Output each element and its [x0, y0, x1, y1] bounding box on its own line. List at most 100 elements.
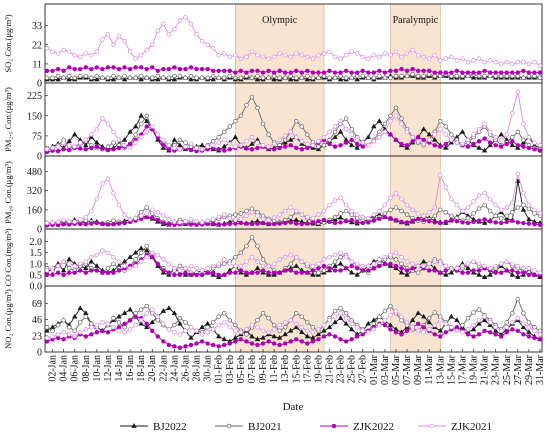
data-point [360, 268, 365, 273]
x-tick-label: 24-Jan [169, 355, 180, 382]
data-point [294, 134, 299, 140]
data-point [355, 266, 360, 271]
data-point [305, 141, 310, 147]
data-point [238, 211, 244, 216]
data-point [426, 261, 432, 267]
data-point [166, 222, 172, 227]
data-point [476, 206, 482, 211]
data-point [420, 258, 427, 264]
data-point [432, 220, 437, 225]
data-point [222, 261, 227, 267]
data-point [476, 126, 482, 132]
data-point [133, 257, 138, 262]
data-point [332, 129, 338, 135]
data-point [266, 329, 271, 335]
data-point [55, 332, 61, 337]
data-point [349, 208, 354, 214]
data-point [188, 217, 194, 222]
data-point [222, 257, 227, 262]
data-point [44, 147, 50, 152]
data-point [205, 42, 210, 48]
data-point [371, 123, 377, 129]
data-point [426, 131, 432, 137]
data-point [493, 59, 498, 65]
data-point [294, 270, 299, 275]
data-point [55, 144, 61, 149]
data-point [399, 208, 404, 214]
data-point [482, 59, 487, 65]
data-point [271, 261, 277, 267]
data-point [166, 66, 172, 72]
data-point [72, 52, 77, 58]
data-point [199, 147, 205, 152]
data-point [388, 261, 393, 267]
data-point [249, 68, 255, 74]
data-point [426, 56, 432, 61]
data-point [238, 220, 244, 226]
data-point [487, 129, 493, 135]
data-point [288, 205, 293, 210]
data-point [122, 65, 127, 70]
x-tick-label: 25-Mar [502, 354, 513, 385]
data-point [532, 147, 537, 152]
data-point [343, 219, 349, 224]
data-point [305, 341, 310, 346]
data-point [348, 142, 355, 148]
data-point [105, 321, 111, 327]
data-point [305, 261, 310, 267]
data-point [354, 144, 360, 150]
data-point [388, 68, 393, 74]
data-point [100, 328, 105, 334]
data-point [260, 263, 266, 269]
data-point [366, 263, 371, 269]
data-point [77, 261, 83, 267]
data-point [244, 70, 249, 75]
data-point [499, 220, 504, 226]
data-point [349, 132, 354, 137]
data-point [482, 73, 487, 79]
data-point [216, 134, 221, 140]
x-tick-label: 03-Feb [225, 355, 236, 383]
data-point [44, 268, 50, 273]
data-point [215, 333, 222, 339]
data-point [271, 322, 277, 328]
data-point [277, 145, 282, 151]
data-point [521, 68, 526, 74]
data-point [310, 215, 316, 221]
data-point [83, 334, 88, 339]
data-point [399, 73, 404, 79]
data-point [404, 328, 410, 334]
data-point [388, 195, 393, 201]
data-point [360, 54, 365, 60]
data-point [510, 139, 515, 144]
y-tick-label: 0 [37, 79, 42, 90]
panel: 0 75 150 225 PM₂.₅ Con.(μg/m³) [3, 82, 543, 163]
data-point [338, 70, 343, 75]
data-point [399, 332, 404, 337]
data-point [55, 219, 61, 225]
data-point [366, 215, 371, 221]
data-point [388, 327, 393, 332]
y-tick-label: 160 [27, 205, 42, 216]
data-point [332, 263, 338, 268]
data-point [460, 270, 465, 275]
data-point [227, 270, 232, 275]
data-point [465, 144, 471, 149]
data-point [287, 327, 294, 333]
data-point [111, 261, 116, 267]
data-point [116, 313, 122, 319]
data-point [465, 270, 471, 275]
data-point [227, 147, 232, 152]
data-point [55, 322, 61, 328]
data-point [304, 333, 311, 339]
data-point [377, 208, 382, 214]
panel-frame [44, 285, 543, 353]
data-point [515, 315, 521, 321]
data-point [138, 121, 144, 127]
data-point [471, 334, 476, 339]
data-point [232, 134, 239, 140]
data-point [404, 271, 410, 277]
data-point [77, 54, 83, 60]
data-point [526, 320, 532, 325]
data-point [100, 66, 105, 72]
